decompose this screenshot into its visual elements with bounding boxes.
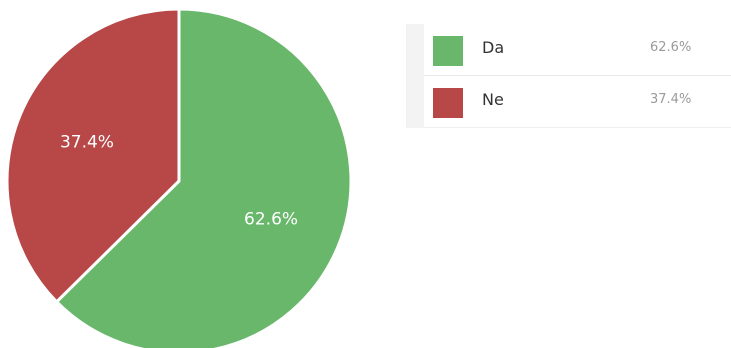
chart-legend: Da 62.6% Ne 37.4% <box>406 24 731 128</box>
legend-value-da: 62.6% <box>650 40 692 55</box>
pie-slice-da[interactable] <box>55 7 353 348</box>
pie-slice-ne[interactable] <box>5 7 181 304</box>
legend-label-ne: Ne <box>482 90 504 109</box>
legend-swatch-da <box>433 36 463 66</box>
legend-item-da[interactable]: Da 62.6% <box>424 24 731 76</box>
legend-label-da: Da <box>482 38 505 57</box>
legend-swatch-ne <box>433 88 463 118</box>
slice-label-da: 62.6% <box>244 209 298 229</box>
slice-label-ne: 37.4% <box>60 133 114 153</box>
legend-value-ne: 37.4% <box>650 92 692 107</box>
legend-item-ne[interactable]: Ne 37.4% <box>424 76 731 128</box>
